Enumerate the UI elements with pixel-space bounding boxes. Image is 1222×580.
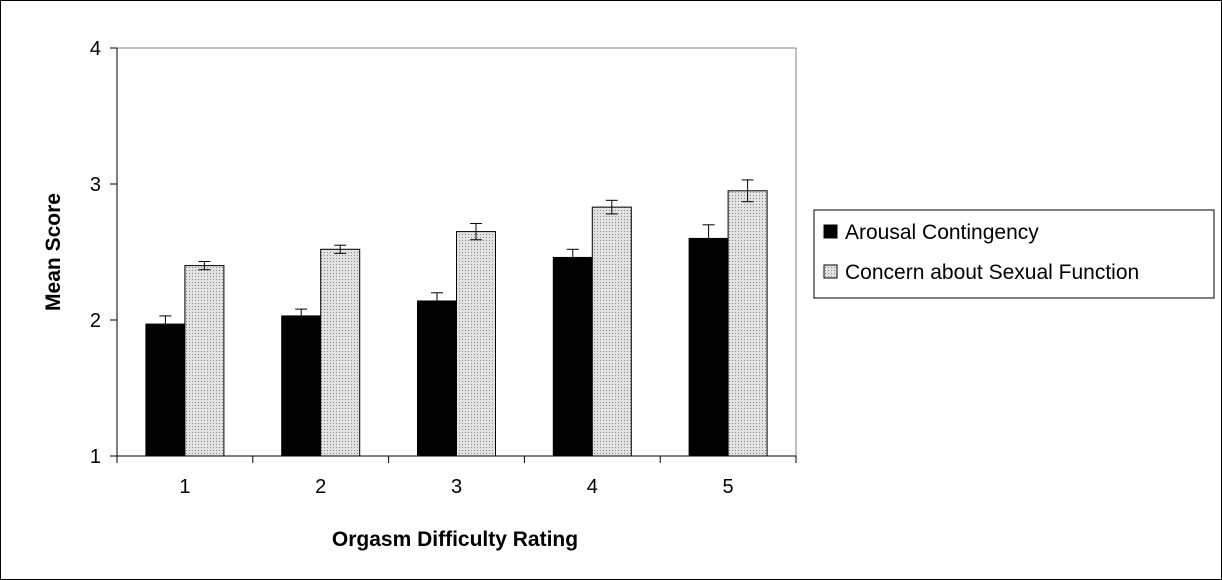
- legend-swatch: [823, 264, 838, 279]
- x-tick-label: 3: [451, 476, 462, 498]
- x-axis-title: Orgasm Difficulty Rating: [332, 528, 578, 551]
- bar: [145, 323, 186, 457]
- x-tick-label: 5: [723, 476, 734, 498]
- bar: [281, 315, 322, 457]
- legend-label: Concern about Sexual Function: [845, 261, 1139, 284]
- y-tick-label: 4: [90, 38, 101, 60]
- legend-box: [813, 209, 1215, 299]
- bar: [184, 265, 225, 457]
- bar: [552, 256, 593, 457]
- bar: [320, 248, 361, 457]
- bar: [727, 190, 768, 457]
- x-tick-label: 1: [179, 476, 190, 498]
- bar: [417, 300, 457, 457]
- y-axis-title: Mean Score: [42, 193, 65, 311]
- y-tick-label: 2: [90, 310, 101, 332]
- y-tick-label: 3: [90, 174, 101, 196]
- legend-label: Arousal Contingency: [845, 221, 1039, 244]
- y-tick-label: 1: [90, 446, 101, 468]
- bar: [591, 206, 632, 457]
- legend-swatch: [823, 224, 838, 239]
- x-tick-label: 4: [587, 476, 598, 498]
- bar: [688, 237, 729, 457]
- legend: Arousal Contingency Concern about Sexual …: [813, 209, 1215, 299]
- bar: [456, 231, 496, 457]
- x-tick-label: 2: [315, 476, 326, 498]
